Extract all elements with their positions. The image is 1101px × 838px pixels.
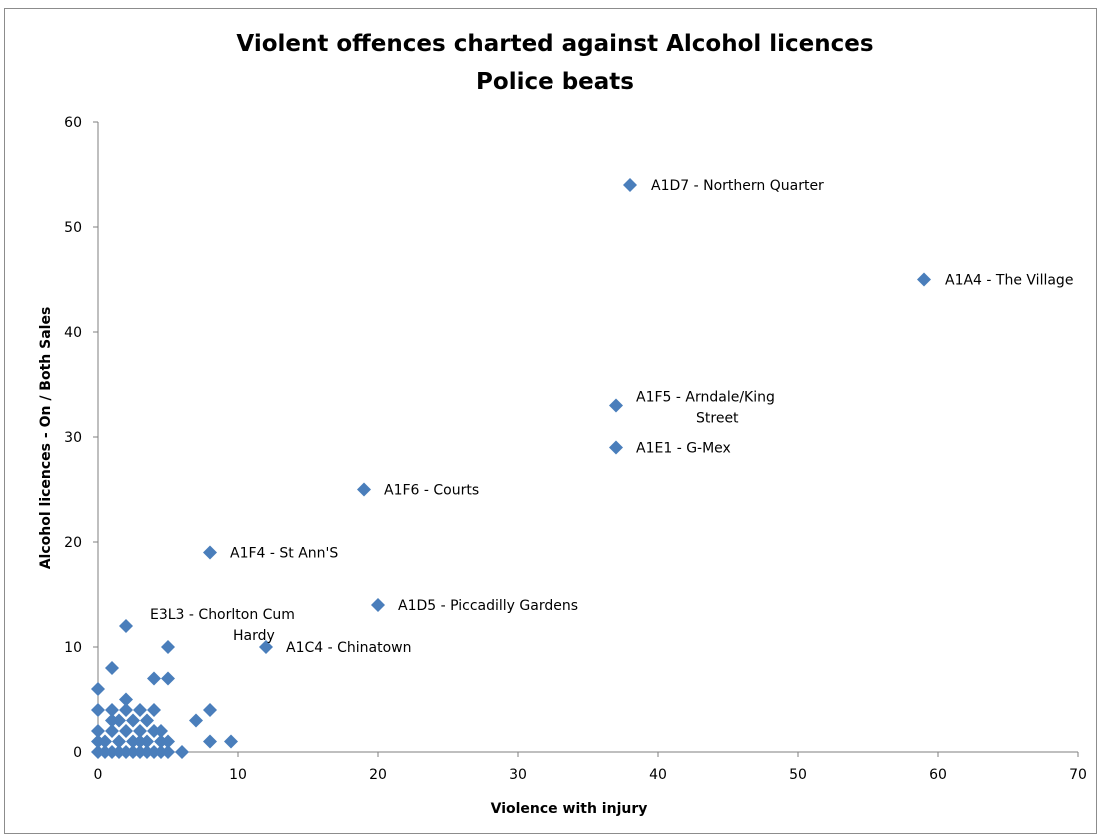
x-tick-label: 10: [229, 767, 247, 783]
data-point: [609, 398, 623, 413]
data-point: [105, 661, 119, 675]
y-tick-label: 50: [64, 220, 82, 236]
data-point: [147, 671, 161, 686]
data-point-label: A1D5 - Piccadilly Gardens: [398, 598, 578, 614]
y-tick-label: 10: [64, 640, 82, 656]
data-point: [105, 724, 119, 738]
y-tick-label: 0: [73, 745, 82, 761]
data-point: [609, 440, 623, 455]
data-point: [259, 640, 273, 654]
data-point-label: A1D7 - Northern Quarter: [651, 178, 824, 194]
data-point: [98, 734, 112, 749]
data-point-label: A1C4 - Chinatown: [286, 640, 412, 656]
data-point: [119, 692, 133, 707]
data-point: [119, 619, 133, 633]
data-point: [161, 671, 175, 686]
data-point: [91, 682, 105, 696]
data-point: [112, 713, 126, 728]
y-axis-title: Alcohol licences - On / Both Sales: [38, 307, 54, 570]
data-point: [224, 734, 238, 749]
data-point: [371, 598, 385, 612]
data-point: [126, 713, 140, 728]
data-points: [91, 178, 931, 759]
data-point: [161, 734, 175, 749]
data-point: [119, 703, 133, 717]
chart-area: [4, 8, 1097, 834]
x-tick-label: 30: [509, 767, 527, 783]
chart-title: Violent offences charted against Alcohol…: [236, 31, 873, 57]
data-point: [917, 272, 931, 287]
x-axis-ticks: 0 10 20 30 40 50 60 70: [94, 752, 1087, 783]
data-point: [147, 703, 161, 717]
data-point: [161, 640, 175, 654]
data-labels: A1D7 - Northern Quarter A1A4 - The Villag…: [150, 178, 1073, 656]
data-point: [112, 734, 126, 749]
x-tick-label: 60: [929, 767, 947, 783]
data-point-label: A1E1 - G-Mex: [636, 441, 731, 457]
data-point: [91, 703, 105, 717]
data-point: [203, 703, 217, 717]
data-point: [119, 724, 133, 738]
data-point: [133, 724, 147, 738]
x-tick-label: 70: [1069, 767, 1087, 783]
x-tick-label: 50: [789, 767, 807, 783]
data-point: [154, 724, 168, 738]
data-point: [140, 713, 154, 728]
data-point: [175, 745, 189, 759]
chart-subtitle: Police beats: [476, 69, 634, 95]
y-tick-label: 20: [64, 535, 82, 551]
x-tick-label: 40: [649, 767, 667, 783]
data-point: [140, 734, 154, 749]
data-point: [105, 703, 119, 717]
data-point: [623, 178, 637, 192]
data-point: [91, 724, 105, 738]
y-tick-label: 30: [64, 430, 82, 446]
data-point: [357, 482, 371, 497]
data-point-label: A1F5 - Arndale/King Street: [636, 390, 775, 427]
data-point-label: A1A4 - The Village: [945, 273, 1073, 289]
data-point: [189, 713, 203, 728]
data-point-label: A1F6 - Courts: [384, 483, 479, 499]
data-point: [203, 545, 217, 560]
data-point: [133, 703, 147, 717]
x-axis-title: Violence with injury: [491, 801, 648, 817]
y-axis-ticks: 0 10 20 30 40 50 60: [64, 115, 98, 761]
y-tick-label: 60: [64, 115, 82, 131]
data-point-label: A1F4 - St Ann'S: [230, 546, 338, 562]
x-tick-label: 20: [369, 767, 387, 783]
x-tick-label: 0: [94, 767, 103, 783]
data-point: [203, 734, 217, 749]
data-point: [161, 745, 175, 759]
y-tick-label: 40: [64, 325, 82, 341]
data-point-label: E3L3 - Chorlton Cum Hardy: [150, 607, 295, 644]
